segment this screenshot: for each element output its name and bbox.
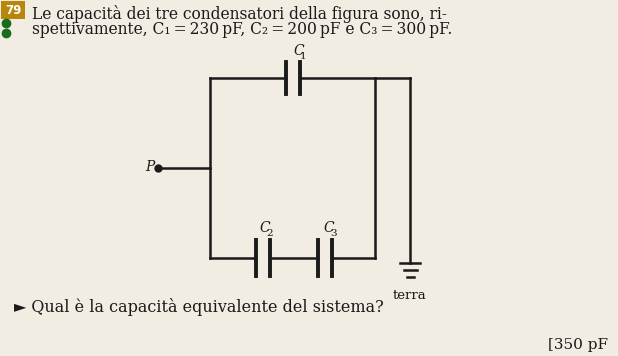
FancyBboxPatch shape: [1, 1, 25, 19]
Text: 1: 1: [300, 52, 306, 61]
Text: 3: 3: [330, 229, 337, 238]
Text: terra: terra: [393, 289, 427, 302]
Text: C: C: [294, 44, 304, 58]
Text: C: C: [323, 221, 334, 235]
Text: C: C: [259, 221, 269, 235]
Text: P: P: [146, 160, 155, 174]
Text: [350 pF: [350 pF: [548, 338, 608, 352]
Text: Le capacità dei tre condensatori della figura sono, ri-: Le capacità dei tre condensatori della f…: [32, 5, 447, 23]
Text: ► Qual è la capacità equivalente del sistema?: ► Qual è la capacità equivalente del sis…: [14, 298, 384, 316]
Text: 79: 79: [5, 5, 21, 17]
Text: 2: 2: [266, 229, 273, 238]
Text: spettivamente, C₁ = 230 pF, C₂ = 200 pF e C₃ = 300 pF.: spettivamente, C₁ = 230 pF, C₂ = 200 pF …: [32, 21, 452, 38]
